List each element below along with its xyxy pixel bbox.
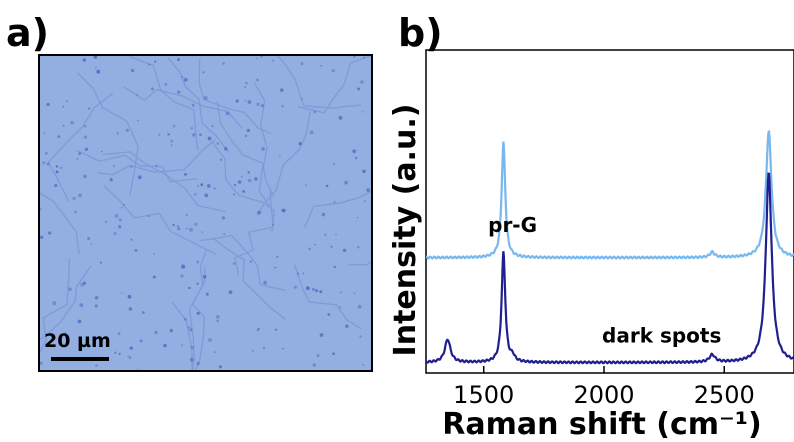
optical-micrograph xyxy=(38,54,373,372)
x-tick-label: 2500 xyxy=(694,381,755,409)
series-label-dark-spots: dark spots xyxy=(602,323,721,347)
x-tick-label: 2000 xyxy=(573,381,634,409)
x-tick-label: 1500 xyxy=(453,381,514,409)
series-line-dark-spots xyxy=(425,172,794,365)
series-line-pr-g xyxy=(425,129,794,260)
panel-a-label: a) xyxy=(6,11,50,55)
x-axis-label: Raman shift (cm⁻¹) xyxy=(442,407,761,442)
scale-bar xyxy=(51,357,109,361)
raman-spectrum-chart: pr-G dark spots 1500 2000 2500 Raman shift … xyxy=(388,49,794,442)
plot-frame xyxy=(425,49,794,374)
y-axis-label: Intensity (a.u.) xyxy=(388,104,423,357)
series-label-pr-g: pr-G xyxy=(488,213,537,237)
panel-b-label: b) xyxy=(398,11,443,55)
scale-bar-label: 20 µm xyxy=(44,330,111,352)
